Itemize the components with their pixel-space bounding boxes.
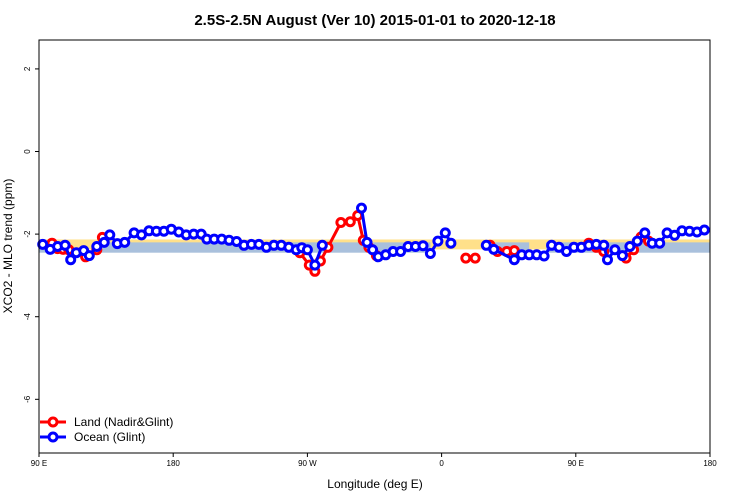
series-0-point-3-0: [460, 252, 472, 264]
series-1-point-2-19: [631, 235, 643, 247]
legend-label-ocean: Ocean (Glint): [74, 430, 145, 444]
series-1-point-0-37: [301, 244, 313, 256]
y-tick-label-1: 0: [23, 149, 32, 154]
series-1-point-2-20: [639, 227, 651, 239]
series-1-point-1-2: [367, 244, 379, 256]
y-axis-label: XCO2 - MLO trend (ppm): [1, 179, 15, 314]
series-1-point-2-18: [624, 241, 636, 252]
x-tick-label-1: 180: [167, 459, 181, 468]
series-1-point-2-1: [488, 243, 500, 255]
series-1-point-0-10: [104, 229, 116, 241]
y-tick-label-2: -2: [23, 230, 32, 238]
legend-label-land: Land (Nadir&Glint): [74, 415, 173, 429]
series-1-point-1-6: [395, 246, 407, 257]
series-1-point-0-9: [98, 236, 110, 248]
series-1-point-2-22: [654, 237, 666, 249]
series-1-point-0-38: [309, 259, 321, 271]
x-tick-label-3: 0: [439, 459, 444, 468]
x-axis-label: Longitude (deg E): [327, 477, 422, 491]
legend-marker-land: [47, 416, 59, 428]
legend-marker-ocean: [47, 431, 59, 443]
series-1-point-2-14: [598, 239, 610, 251]
series-1-point-1-9: [417, 240, 429, 252]
series-1-point-1-11: [432, 235, 444, 247]
series-1-point-2-16: [609, 244, 621, 256]
series-1-point-2-2: [508, 254, 520, 266]
x-tick-label-5: 180: [703, 459, 717, 468]
y-tick-label-4: -6: [23, 395, 32, 403]
series-1-point-0-3: [59, 239, 71, 251]
legend: Land (Nadir&Glint) Ocean (Glint): [40, 415, 173, 444]
y-tick-label-0: 2: [23, 66, 32, 71]
series-0-point-2-5: [335, 217, 347, 228]
series-1-point-1-0: [356, 202, 367, 214]
series-1-point-0-7: [83, 250, 95, 262]
legend-entry-ocean: Ocean (Glint): [40, 430, 145, 444]
series-1-point-2-24: [669, 229, 681, 241]
series-1-point-1-13: [445, 237, 457, 249]
series-1-point-0-4: [65, 254, 77, 266]
series-0-point-3-1: [469, 252, 481, 264]
series-1-point-1-12: [439, 227, 451, 239]
series-1-point-2-15: [602, 254, 613, 266]
series-1-point-1-10: [424, 248, 436, 259]
series-1-point-2-6: [538, 250, 550, 262]
chart-title: 2.5S-2.5N August (Ver 10) 2015-01-01 to …: [194, 12, 555, 29]
y-tick-label-3: -4: [23, 313, 32, 321]
x-tick-label-0: 90 E: [31, 459, 47, 468]
x-tick-label-4: 90 E: [568, 459, 584, 468]
series-1-point-2-17: [616, 250, 628, 262]
series-0-point-2-6: [344, 216, 356, 228]
series-1-point-0-39: [316, 239, 328, 251]
plot-frame: [38, 39, 711, 454]
series-1-point-0-12: [119, 236, 131, 248]
series-1: [37, 202, 710, 271]
legend-entry-land: Land (Nadir&Glint): [40, 415, 173, 429]
x-axis: 90 E 180 90 W 0 90 E 180: [31, 453, 717, 468]
series-1-point-1-1: [361, 236, 373, 248]
series-1-point-2-28: [698, 224, 710, 236]
x-tick-label-2: 90 W: [298, 459, 317, 468]
data-series: [37, 202, 710, 277]
y-axis: 2 0 -2 -4 -6: [23, 66, 39, 403]
